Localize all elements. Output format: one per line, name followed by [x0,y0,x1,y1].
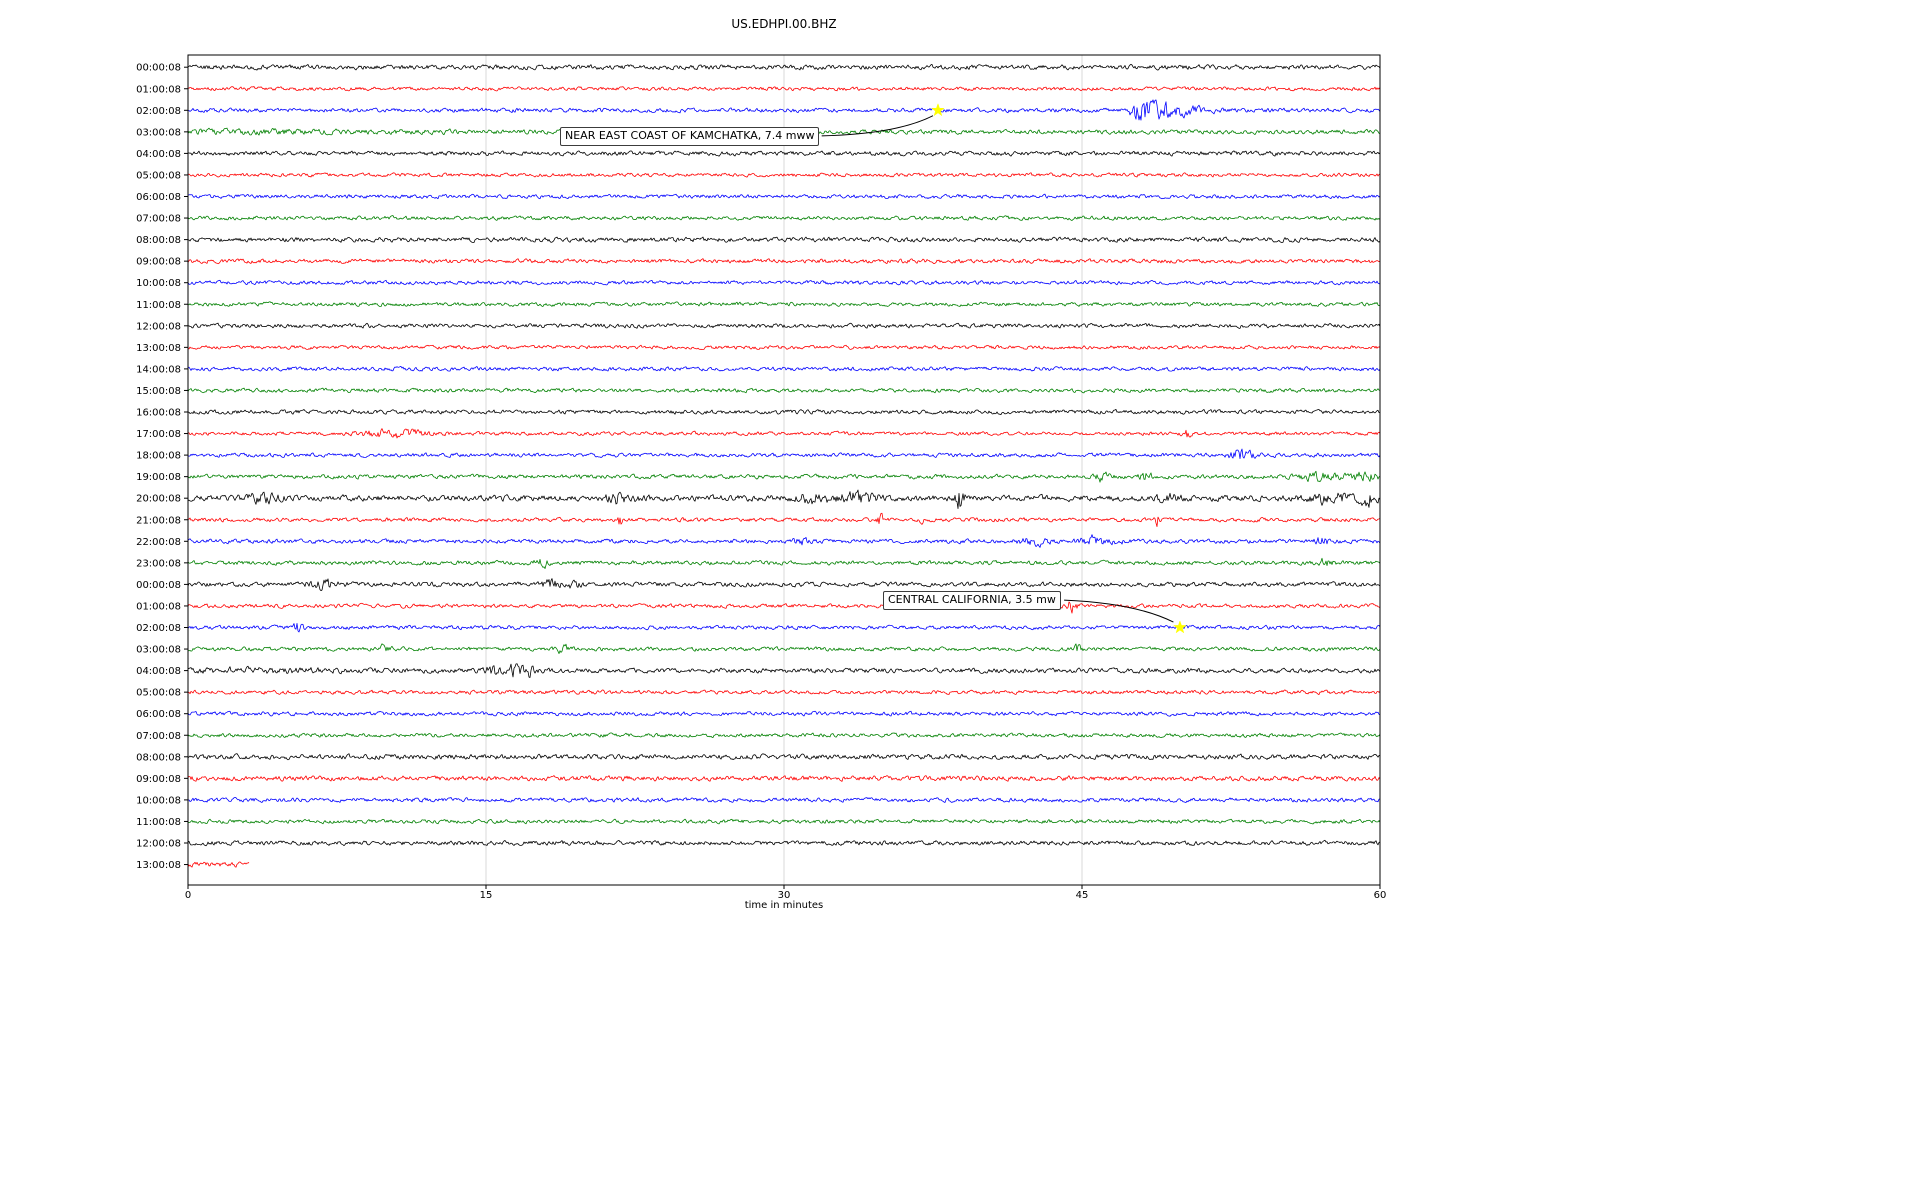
row-time-label: 03:00:08 [136,127,181,138]
trace-row-13 [187,344,1381,350]
row-time-label: 10:00:08 [136,278,181,289]
row-time-label: 00:00:08 [136,580,181,591]
trace-row-31 [187,732,1381,738]
plot-frame [187,54,1381,886]
trace-row-1 [187,86,1381,92]
row-time-label: 22:00:08 [136,537,181,548]
row-time-label: 21:00:08 [136,515,181,526]
trace-row-27 [187,643,1381,654]
trace-row-10 [187,279,1381,286]
trace-row-30 [187,710,1381,717]
trace-row-21 [187,512,1381,527]
chart-title: US.EDHPI.00.BHZ [731,17,837,31]
trace-row-29 [187,689,1381,695]
trace-row-8 [187,236,1381,243]
trace-row-28 [187,663,1381,678]
x-tick-label: 0 [185,890,191,901]
trace-row-5 [187,172,1381,178]
row-time-label: 06:00:08 [136,709,181,720]
trace-row-17 [187,428,1381,439]
row-time-label: 02:00:08 [136,106,181,117]
trace-row-0 [187,63,1381,71]
row-time-label: 12:00:08 [136,321,181,332]
trace-row-6 [187,193,1381,200]
trace-row-33 [187,775,1381,782]
trace-row-23 [187,557,1381,569]
row-time-label: 09:00:08 [136,774,181,785]
trace-row-22 [187,534,1381,548]
row-time-label: 02:00:08 [136,623,181,634]
row-time-label: 03:00:08 [136,645,181,656]
row-time-label: 06:00:08 [136,192,181,203]
row-time-label: 13:00:08 [136,343,181,354]
trace-row-18 [187,448,1381,459]
event-annotation-california: CENTRAL CALIFORNIA, 3.5 mw [883,591,1061,610]
row-time-label: 07:00:08 [136,214,181,225]
annotation-arrow [1064,599,1174,623]
row-time-label: 04:00:08 [136,666,181,677]
x-tick-label: 45 [1076,890,1089,901]
row-time-label: 08:00:08 [136,752,181,763]
row-time-label: 01:00:08 [136,601,181,612]
row-time-label: 23:00:08 [136,558,181,569]
row-time-label: 09:00:08 [136,257,181,268]
row-time-label: 04:00:08 [136,149,181,160]
row-time-label: 12:00:08 [136,839,181,850]
trace-row-35 [187,818,1381,825]
trace-row-11 [187,301,1381,307]
row-time-label: 20:00:08 [136,494,181,505]
trace-row-34 [187,797,1381,803]
event-star-icon [1173,620,1187,634]
trace-row-24 [187,578,1381,591]
row-time-label: 05:00:08 [136,170,181,181]
event-annotation-kamchatka: NEAR EAST COAST OF KAMCHATKA, 7.4 mww [560,127,820,146]
x-tick-label: 60 [1374,890,1387,901]
trace-row-36 [187,839,1381,847]
row-time-label: 15:00:08 [136,386,181,397]
trace-row-9 [187,258,1381,265]
x-axis-label: time in minutes [744,900,824,911]
row-time-label: 19:00:08 [136,472,181,483]
trace-row-19 [187,470,1381,483]
trace-row-37 [187,861,250,868]
row-time-label: 00:00:08 [136,63,181,74]
trace-row-7 [187,215,1381,221]
trace-row-12 [187,322,1381,329]
row-time-label: 10:00:08 [136,795,181,806]
row-time-label: 17:00:08 [136,429,181,440]
row-time-label: 01:00:08 [136,84,181,95]
row-time-label: 14:00:08 [136,364,181,375]
row-time-label: 08:00:08 [136,235,181,246]
trace-row-4 [187,150,1381,157]
x-tick-label: 15 [480,890,493,901]
trace-row-25 [187,601,1381,614]
trace-row-2 [187,99,1381,121]
x-tick-label: 30 [778,890,791,901]
trace-row-15 [187,387,1381,394]
trace-row-32 [187,753,1381,761]
row-time-label: 16:00:08 [136,408,181,419]
trace-row-14 [187,366,1381,372]
row-time-label: 07:00:08 [136,731,181,742]
row-time-label: 13:00:08 [136,860,181,871]
event-star-icon [931,103,945,117]
trace-row-20 [187,489,1381,509]
row-time-label: 11:00:08 [136,300,181,311]
row-time-label: 11:00:08 [136,817,181,828]
row-time-label: 18:00:08 [136,451,181,462]
row-time-label: 05:00:08 [136,688,181,699]
annotation-arrow [821,115,934,137]
trace-row-16 [187,409,1381,415]
